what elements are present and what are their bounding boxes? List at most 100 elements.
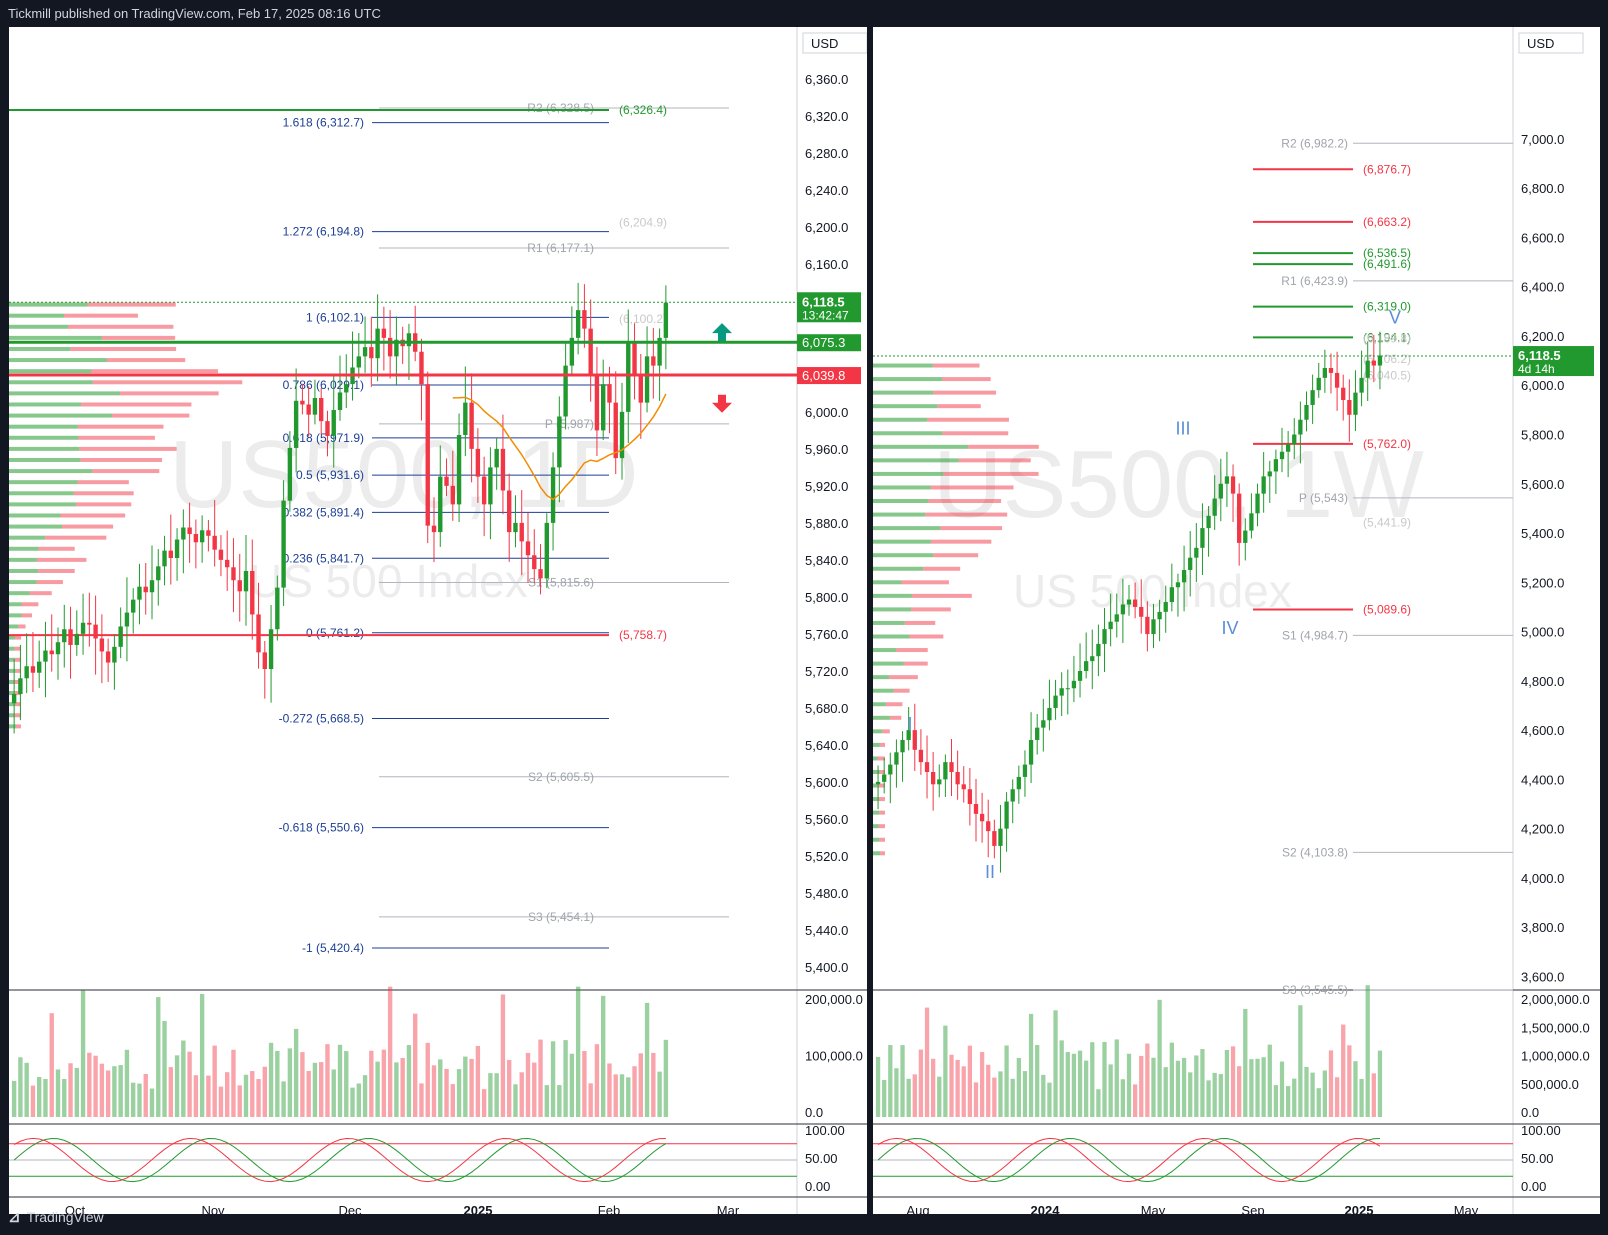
volume-profile-bar: [877, 756, 885, 761]
volume-bar: [949, 1054, 954, 1117]
moving-average-line: [452, 393, 667, 501]
volume-profile-bar: [873, 539, 931, 544]
volume-profile-bar: [940, 526, 1003, 531]
candle-body: [1261, 476, 1266, 494]
candle-body: [1108, 621, 1113, 630]
volume-bar: [979, 1051, 985, 1117]
volume-profile-bar: [9, 446, 80, 451]
key-level-label: (6,319.0): [1363, 300, 1411, 314]
candle-body: [237, 580, 242, 592]
candle-body: [1224, 476, 1230, 484]
candle-body: [1273, 459, 1279, 472]
volume-profile-bar: [15, 724, 21, 729]
volume-bar: [1181, 1057, 1187, 1117]
volume-profile-bar: [873, 512, 926, 517]
candle-body: [37, 661, 42, 673]
candle-body: [918, 749, 924, 763]
volume-bar: [569, 1053, 575, 1117]
candle-body: [488, 467, 493, 505]
volume-bar: [1035, 1045, 1040, 1117]
volume-bar: [419, 1083, 424, 1117]
candle-body: [174, 539, 180, 559]
volume-profile-bar: [873, 715, 890, 720]
pivot-label: P (5,543): [1299, 491, 1348, 505]
volume-profile-bar: [873, 797, 878, 802]
candle-body: [463, 402, 468, 435]
volume-bar: [218, 1086, 224, 1117]
key-level-label: (5,762.0): [1363, 437, 1411, 451]
candle-body: [1310, 390, 1315, 405]
price-tick-label: 6,600.0: [1521, 230, 1564, 245]
volume-bar: [1255, 1058, 1260, 1117]
volume-profile-bar: [909, 634, 944, 639]
volume-bar: [225, 1072, 230, 1117]
pivot-label: S1 (5,815.6): [528, 575, 594, 589]
volume-profile-bar: [9, 679, 15, 684]
volume-bar: [550, 1041, 556, 1117]
candle-body: [607, 384, 612, 403]
volume-bar: [1243, 1008, 1248, 1117]
volume-bar: [900, 1045, 905, 1117]
price-tick-label: 5,520.0: [805, 849, 848, 864]
candle-body: [955, 771, 960, 785]
volume-bar: [118, 1065, 123, 1117]
volume-bar: [1218, 1074, 1223, 1117]
candle-body: [319, 398, 324, 422]
candle-body: [1035, 727, 1040, 740]
volume-profile-bar: [9, 535, 46, 540]
candle-body: [137, 586, 142, 600]
volume-bar: [300, 1052, 305, 1117]
candle-body: [626, 342, 631, 412]
volume-profile-bar: [13, 713, 21, 718]
candle-body: [62, 629, 67, 643]
fib-label: 0.618 (5,971.9): [283, 431, 364, 445]
volume-profile-bar: [873, 377, 943, 382]
volume-bar: [24, 1062, 29, 1117]
volume-profile-bar: [873, 837, 880, 842]
volume-profile-bar: [70, 346, 177, 351]
candle-body: [156, 566, 161, 581]
candle-body: [118, 626, 123, 647]
down-arrow-icon: [712, 394, 732, 413]
price-tick-label: 6,800.0: [1521, 181, 1564, 196]
candle-body: [663, 302, 669, 338]
volume-bar: [1047, 1082, 1052, 1117]
weekly-chart-panel[interactable]: US500, 1W US 500 Index R2 (6,982.2) R1 (6,4…: [873, 27, 1600, 1214]
volume-bar: [1347, 1045, 1352, 1117]
key-level-label: (6,491.6): [1363, 257, 1411, 271]
candle-body: [369, 347, 374, 359]
price-tick-label: 5,600.0: [1521, 477, 1564, 492]
weekly-chart-svg[interactable]: US500, 1W US 500 Index R2 (6,982.2) R1 (6,4…: [873, 27, 1600, 1214]
volume-bar: [1273, 1085, 1279, 1117]
volume-profile-bar: [75, 502, 132, 507]
candle-body: [49, 650, 54, 655]
volume-bar: [998, 1071, 1003, 1117]
volume-profile-bar: [958, 458, 1031, 463]
time-tick-label: Dec: [338, 1203, 362, 1214]
price-tick-label: 5,840.0: [805, 553, 848, 568]
time-tick-label: Sep: [1241, 1203, 1264, 1214]
candle-body: [1047, 707, 1052, 721]
candle-body: [256, 614, 261, 653]
candle-body: [1059, 688, 1064, 696]
volume-bar: [937, 1076, 942, 1117]
volume-profile-bar: [9, 302, 88, 307]
volume-profile-bar: [38, 546, 75, 551]
volume-profile-bar: [880, 851, 885, 856]
candle-body: [569, 337, 575, 366]
daily-chart-panel[interactable]: US500, 1D US 500 Index R2 (6,328.5) R1 (6,1…: [9, 27, 867, 1214]
price-tick-label: 4,800.0: [1521, 674, 1564, 689]
key-level-label: (6,189.8): [1363, 331, 1411, 345]
volume-profile-bar: [873, 431, 943, 436]
volume-profile-bar: [111, 413, 190, 418]
volume-bar: [199, 993, 205, 1117]
volume-bar: [1096, 1089, 1101, 1117]
price-tick-label: 6,400.0: [1521, 280, 1564, 295]
volume-profile-bar: [9, 413, 112, 418]
volume-profile-bar: [873, 417, 928, 422]
volume-bar: [1016, 1057, 1021, 1117]
footer: ⊿ TradingView: [8, 1208, 104, 1226]
oscillator-tick-label: 50.00: [1521, 1151, 1554, 1166]
candle-body: [30, 666, 36, 673]
